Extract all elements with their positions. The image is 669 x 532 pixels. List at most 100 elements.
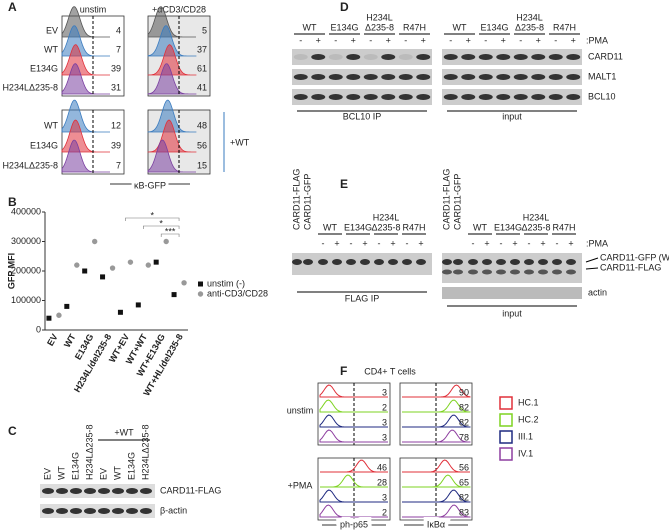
band [552, 269, 562, 275]
treatment-sign: + [351, 35, 356, 45]
band [461, 74, 476, 80]
percent-value: 46 [377, 462, 387, 472]
band [416, 54, 431, 60]
band [453, 269, 463, 275]
band [531, 94, 546, 100]
band [293, 94, 308, 100]
band [126, 508, 138, 514]
band [478, 74, 493, 80]
blot-label: BCL10 IP [343, 111, 382, 121]
legend-marker [499, 447, 513, 461]
band [318, 259, 328, 265]
band [566, 54, 581, 60]
panel-letter: D [340, 0, 349, 14]
band [443, 74, 458, 80]
band [42, 488, 54, 494]
percent-value: 48 [197, 120, 207, 130]
treatment-label: :PMA [586, 238, 608, 248]
histogram [402, 474, 471, 488]
band [524, 269, 534, 275]
histogram [147, 139, 196, 173]
treatment-sign: - [519, 35, 522, 45]
percent-value: 90 [459, 387, 469, 397]
legend-marker [197, 291, 204, 297]
band [381, 54, 396, 60]
percent-value: 31 [111, 82, 121, 92]
treatment-sign: + [316, 35, 321, 45]
x-tick-label: WT [62, 332, 78, 350]
band [443, 94, 458, 100]
band [346, 74, 361, 80]
band [360, 259, 370, 265]
group-label: E134G [480, 22, 508, 32]
legend-label: HC.1 [518, 397, 539, 407]
band [346, 54, 361, 60]
band [363, 54, 378, 60]
group-label: WT [473, 222, 487, 232]
percent-value: 39 [111, 140, 121, 150]
blot [40, 504, 155, 518]
histogram [147, 6, 196, 38]
band [56, 488, 68, 494]
percent-value: 56 [459, 462, 469, 472]
band [552, 259, 562, 265]
percent-value: 41 [197, 82, 207, 92]
legend-marker [499, 430, 513, 444]
percent-value: 3 [382, 417, 387, 427]
band [548, 94, 563, 100]
band [510, 259, 520, 265]
band [496, 259, 506, 265]
treatment-sign: - [404, 35, 407, 45]
panel-letter: E [340, 177, 348, 191]
band [363, 94, 378, 100]
treatment-sign: + [466, 35, 471, 45]
band [461, 54, 476, 60]
band [416, 259, 426, 265]
treatment-sign: + [386, 35, 391, 45]
point [100, 274, 106, 280]
percent-value: 3 [382, 387, 387, 397]
y-tick-label: 400000 [11, 206, 41, 216]
percent-value: 82 [459, 417, 469, 427]
band [496, 269, 506, 275]
point [117, 309, 123, 315]
treatment-sign: + [421, 35, 426, 45]
histogram [402, 459, 470, 473]
significance-bracket [160, 233, 180, 237]
band [510, 269, 520, 275]
blot [442, 89, 582, 105]
percent-value: 78 [459, 432, 469, 442]
panel-letter: A [8, 0, 17, 14]
treatment-sign: - [299, 35, 302, 45]
row-label: actin [588, 287, 607, 297]
row-label: CARD11-FLAG [160, 485, 221, 495]
histogram [320, 459, 388, 473]
legend-label: IV.1 [518, 448, 533, 458]
treatment-sign: + [418, 238, 423, 248]
band [328, 74, 343, 80]
band [482, 259, 492, 265]
percent-value: 3 [382, 492, 387, 502]
significance: *** [165, 226, 176, 236]
x-axis-label: ph-p65 [340, 519, 368, 529]
band [381, 94, 396, 100]
point [56, 312, 62, 318]
band [548, 74, 563, 80]
y-tick-label: 100000 [11, 295, 41, 305]
histogram [320, 474, 388, 488]
panel-letter: F [340, 364, 347, 378]
lane-label: E134G [126, 452, 136, 480]
treatment-sign: - [369, 35, 372, 45]
row-label: β-actin [160, 505, 187, 515]
band [398, 74, 413, 80]
row-label: WT [44, 120, 58, 130]
group-label: E134G [344, 222, 372, 232]
row-label: H234LΔ235-8 [2, 160, 58, 170]
treatment-sign: - [449, 35, 452, 45]
percent-value: 65 [459, 477, 469, 487]
treatment-sign: + [571, 35, 576, 45]
histogram [319, 399, 388, 413]
treatment-sign: + [501, 35, 506, 45]
band [140, 508, 152, 514]
condition-label: +PMA [288, 480, 313, 490]
